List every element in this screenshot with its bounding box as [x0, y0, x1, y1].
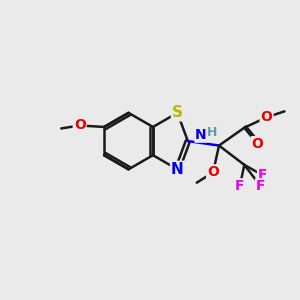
Text: O: O: [74, 118, 85, 133]
Text: O: O: [252, 137, 264, 151]
Text: N: N: [195, 128, 207, 142]
Text: F: F: [256, 179, 266, 193]
Text: N: N: [171, 162, 184, 177]
Text: H: H: [207, 125, 218, 139]
Text: S: S: [172, 105, 183, 120]
Text: O: O: [207, 165, 219, 179]
Text: O: O: [261, 110, 272, 124]
Text: F: F: [258, 168, 268, 182]
Text: F: F: [235, 179, 244, 193]
